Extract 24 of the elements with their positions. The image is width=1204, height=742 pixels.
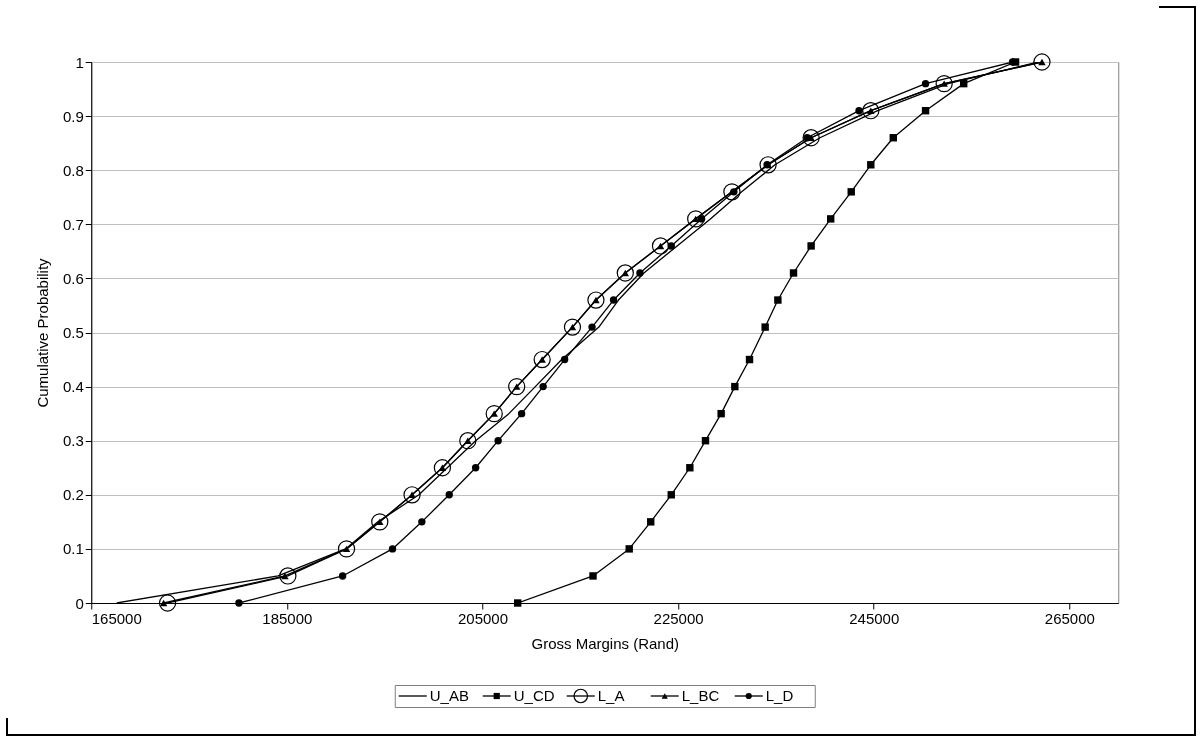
legend-label: L_D (765, 687, 794, 704)
x-tick-label: 165000 (91, 609, 142, 627)
x-tick-label: 185000 (262, 609, 313, 627)
x-tick-label: 205000 (457, 609, 509, 627)
y-axis-title: Cumulative Probability (33, 257, 51, 408)
y-tick-label: 0 (75, 594, 84, 612)
legend-label: U_AB (429, 687, 469, 704)
y-tick-label: 0.7 (62, 215, 84, 233)
x-axis-title: Gross Margins (Rand) (531, 634, 680, 652)
x-tick-label: 265000 (1044, 609, 1095, 627)
legend-label: L_BC (681, 687, 720, 704)
x-tick-label: 225000 (653, 609, 704, 627)
y-tick-label: 0.8 (62, 161, 84, 179)
legend-label: L_A (597, 687, 625, 704)
y-tick-label: 0.5 (62, 324, 84, 341)
y-tick-label: 0.3 (62, 432, 84, 450)
y-tick-label: 0.6 (62, 269, 84, 287)
y-tick-label: 1 (75, 53, 84, 71)
x-tick-label: 245000 (849, 609, 900, 627)
legend-label: U_CD (513, 687, 555, 704)
y-tick-label: 0.4 (62, 378, 84, 396)
y-tick-label: 0.9 (62, 107, 84, 125)
y-tick-label: 0.2 (62, 486, 84, 504)
y-tick-label: 0.1 (62, 540, 84, 558)
